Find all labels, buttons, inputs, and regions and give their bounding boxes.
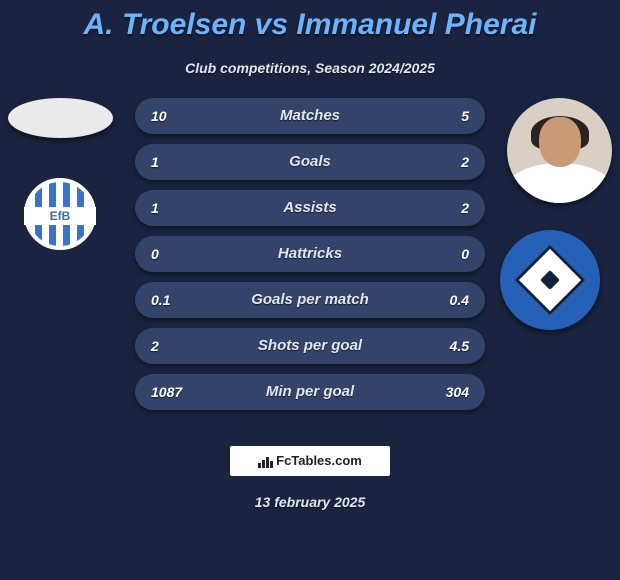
stat-row: 0.1 Goals per match 0.4 xyxy=(135,282,485,318)
comparison-title: A. Troelsen vs Immanuel Pherai xyxy=(0,0,620,42)
stat-row: 1 Goals 2 xyxy=(135,144,485,180)
stat-right-value: 5 xyxy=(461,98,469,134)
comparison-subtitle: Club competitions, Season 2024/2025 xyxy=(0,60,620,76)
stat-row: 2 Shots per goal 4.5 xyxy=(135,328,485,364)
club-left-letters: EfB xyxy=(20,207,100,225)
stat-row: 10 Matches 5 xyxy=(135,98,485,134)
club-left-badge: EfB xyxy=(20,178,100,268)
player-left-avatar xyxy=(8,98,113,138)
stat-label: Min per goal xyxy=(135,374,485,410)
stat-row: 1 Assists 2 xyxy=(135,190,485,226)
stat-label: Goals xyxy=(135,144,485,180)
stat-row: 1087 Min per goal 304 xyxy=(135,374,485,410)
stat-label: Shots per goal xyxy=(135,328,485,364)
stat-right-value: 0 xyxy=(461,236,469,272)
stat-label: Goals per match xyxy=(135,282,485,318)
avatar-face xyxy=(539,117,581,167)
stat-row: 0 Hattricks 0 xyxy=(135,236,485,272)
chart-bars-icon xyxy=(258,456,272,468)
club-right-badge xyxy=(500,230,600,330)
comparison-date: 13 february 2025 xyxy=(0,494,620,510)
stat-label: Hattricks xyxy=(135,236,485,272)
stat-right-value: 2 xyxy=(461,190,469,226)
stat-right-value: 2 xyxy=(461,144,469,180)
stat-label: Matches xyxy=(135,98,485,134)
avatar-shoulders xyxy=(507,163,612,203)
player-right-avatar xyxy=(507,98,612,203)
brand-text: FcTables.com xyxy=(276,453,362,468)
brand-badge: FcTables.com xyxy=(230,446,390,476)
stat-right-value: 4.5 xyxy=(450,328,469,364)
stat-right-value: 0.4 xyxy=(450,282,469,318)
stats-table: 10 Matches 5 1 Goals 2 1 Assists 2 0 Hat… xyxy=(135,98,485,420)
stat-right-value: 304 xyxy=(446,374,469,410)
stat-label: Assists xyxy=(135,190,485,226)
